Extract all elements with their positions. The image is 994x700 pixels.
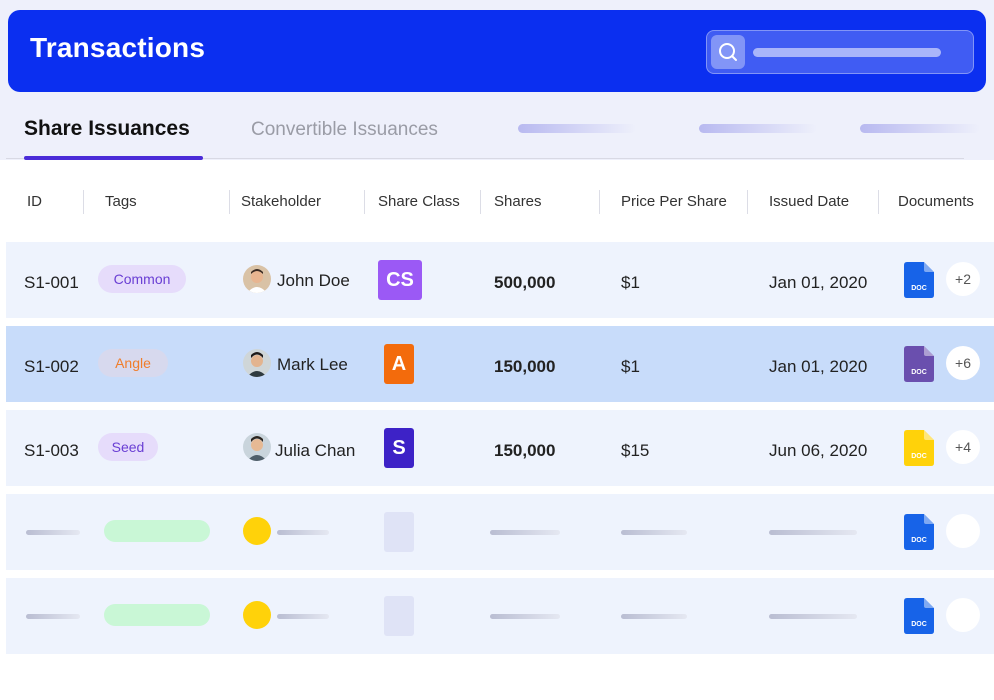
shares-value: 150,000 <box>494 357 556 376</box>
placeholder-tag <box>104 520 210 542</box>
search-icon <box>719 43 737 61</box>
price-value: $1 <box>621 273 640 292</box>
price-value: $15 <box>621 441 650 460</box>
placeholder-badge <box>384 596 414 636</box>
placeholder-bar <box>621 530 687 535</box>
document-icon[interactable]: DOC <box>904 262 934 298</box>
placeholder-bar <box>490 614 560 619</box>
avatar <box>243 433 271 461</box>
header-bar: Transactions <box>8 10 986 92</box>
person-icon <box>243 433 271 461</box>
column-divider <box>878 190 879 214</box>
column-header-stakeholder[interactable]: Stakeholder <box>241 193 322 210</box>
page-title: Transactions <box>30 32 206 63</box>
shares-value: 150,000 <box>494 441 556 460</box>
placeholder-bar <box>769 530 857 535</box>
svg-text:DOC: DOC <box>911 285 927 292</box>
placeholder-row: DOC <box>6 494 994 570</box>
tag-badge[interactable]: Angle <box>98 349 168 377</box>
column-header-share-class[interactable]: Share Class <box>378 193 460 210</box>
tab-placeholder[interactable] <box>860 124 980 133</box>
share-class-badge: S <box>384 428 414 468</box>
doc-file-icon: DOC <box>904 430 934 466</box>
more-documents-button[interactable]: +4 <box>946 430 980 464</box>
column-divider <box>747 190 748 214</box>
search-button[interactable] <box>711 35 745 69</box>
document-icon[interactable]: DOC <box>904 514 934 550</box>
placeholder-row: DOC <box>6 578 994 654</box>
placeholder-more-button <box>946 598 980 632</box>
issued-date: Jun 06, 2020 <box>769 441 868 460</box>
stakeholder-name[interactable]: Mark Lee <box>277 355 348 374</box>
table-row[interactable]: S1-001 Common John Doe CS 500,000 $1 Jan… <box>6 242 994 318</box>
tab-share-issuances[interactable]: Share Issuances <box>24 117 190 140</box>
active-tab-indicator <box>24 156 203 160</box>
placeholder-bar <box>490 530 560 535</box>
svg-text:DOC: DOC <box>911 537 927 544</box>
column-header-issued-date[interactable]: Issued Date <box>769 193 850 210</box>
column-header-documents[interactable]: Documents <box>898 193 974 210</box>
stakeholder-name[interactable]: Julia Chan <box>275 441 356 460</box>
doc-file-icon: DOC <box>904 598 934 634</box>
document-icon[interactable]: DOC <box>904 346 934 382</box>
placeholder-avatar <box>243 601 271 629</box>
doc-file-icon: DOC <box>904 346 934 382</box>
issued-date: Jan 01, 2020 <box>769 357 868 376</box>
placeholder-bar <box>769 614 857 619</box>
stakeholder-name[interactable]: John Doe <box>277 271 350 290</box>
avatar <box>243 349 271 377</box>
placeholder-avatar <box>243 517 271 545</box>
column-header-price[interactable]: Price Per Share <box>621 193 727 210</box>
document-icon[interactable]: DOC <box>904 430 934 466</box>
tab-placeholder[interactable] <box>699 124 817 133</box>
svg-text:DOC: DOC <box>911 369 927 376</box>
doc-file-icon: DOC <box>904 262 934 298</box>
table-row-selected[interactable]: S1-002 Angle Mark Lee A 150,000 $1 Jan 0… <box>6 326 994 402</box>
row-id: S1-003 <box>24 441 79 460</box>
column-divider <box>83 190 84 214</box>
shares-value: 500,000 <box>494 273 556 292</box>
placeholder-more-button <box>946 514 980 548</box>
column-header-tags[interactable]: Tags <box>105 193 137 210</box>
doc-file-icon: DOC <box>904 514 934 550</box>
row-id: S1-002 <box>24 357 79 376</box>
more-documents-button[interactable]: +6 <box>946 346 980 380</box>
tag-badge[interactable]: Common <box>98 265 186 293</box>
tab-convertible-issuances[interactable]: Convertible Issuances <box>251 119 438 140</box>
svg-text:DOC: DOC <box>911 453 927 460</box>
placeholder-bar <box>26 530 80 535</box>
more-documents-button[interactable]: +2 <box>946 262 980 296</box>
column-divider <box>599 190 600 214</box>
svg-text:DOC: DOC <box>911 621 927 628</box>
search-input[interactable] <box>706 30 974 74</box>
column-header-id[interactable]: ID <box>27 193 42 210</box>
document-icon[interactable]: DOC <box>904 598 934 634</box>
tab-divider <box>6 158 964 159</box>
share-class-badge: A <box>384 344 414 384</box>
placeholder-bar <box>26 614 80 619</box>
person-icon <box>243 265 271 293</box>
column-divider <box>229 190 230 214</box>
placeholder-bar <box>277 530 329 535</box>
column-header-shares[interactable]: Shares <box>494 193 542 210</box>
placeholder-bar <box>277 614 329 619</box>
table-row[interactable]: S1-003 Seed Julia Chan S 150,000 $15 Jun… <box>6 410 994 486</box>
share-class-badge: CS <box>378 260 422 300</box>
search-placeholder-bar <box>753 48 941 57</box>
price-value: $1 <box>621 357 640 376</box>
issued-date: Jan 01, 2020 <box>769 273 868 292</box>
row-id: S1-001 <box>24 273 79 292</box>
person-icon <box>243 349 271 377</box>
placeholder-badge <box>384 512 414 552</box>
placeholder-bar <box>621 614 687 619</box>
column-divider <box>480 190 481 214</box>
tag-badge[interactable]: Seed <box>98 433 158 461</box>
tab-placeholder[interactable] <box>518 124 636 133</box>
placeholder-tag <box>104 604 210 626</box>
column-divider <box>364 190 365 214</box>
avatar <box>243 265 271 293</box>
